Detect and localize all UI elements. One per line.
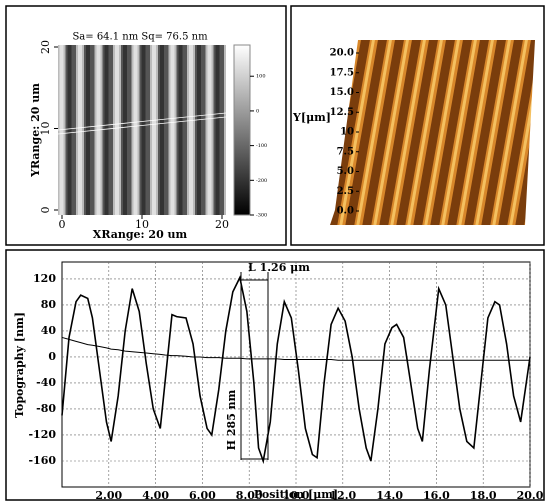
afm-image — [58, 45, 226, 215]
x-tick-label: 2.00 — [95, 489, 122, 502]
colorbar-tick-label: -300 — [256, 213, 267, 219]
annotation: L 1.26 μm — [248, 261, 310, 274]
colorbar-tick-label: -200 — [256, 178, 267, 184]
colorbar-tick-label: 100 — [256, 74, 266, 80]
x-tick-label: 0 — [59, 218, 66, 231]
series-line — [61, 336, 530, 361]
y-tick-label: 10 — [39, 122, 52, 136]
x-tick-label: 20 — [215, 218, 229, 231]
y-tick-label: -160 — [28, 454, 56, 467]
panel-frame — [5, 249, 545, 501]
y-tick-label: 40 — [41, 324, 57, 337]
colorbar-tick-label: 0 — [256, 108, 259, 114]
x-label: XRange: 20 um — [93, 228, 188, 241]
y-tick-label: 0 — [48, 350, 56, 363]
y-tick-label: 0.0 — [337, 206, 354, 217]
profile-line — [57, 112, 227, 135]
y-tick-label: 20 — [39, 40, 52, 54]
y-tick-label: 80 — [41, 298, 57, 311]
y-label: Topography [nm] — [13, 312, 26, 418]
x-label: Position [μm] — [254, 488, 338, 501]
y-tick-label: 5.0 — [337, 166, 354, 177]
y-tick-label: -120 — [28, 428, 56, 441]
x-tick-label: 8.00 — [236, 489, 263, 502]
x-tick-label: 12.0 — [329, 489, 356, 502]
y-tick-label: 120 — [33, 272, 56, 285]
y-tick-label: 0 — [39, 207, 52, 214]
x-tick-label: 4.00 — [142, 489, 169, 502]
x-tick-label: 16.0 — [423, 489, 450, 502]
y-tick-label: 7.5 — [337, 146, 354, 157]
y-tick-label: 12.5 — [330, 107, 354, 118]
y-tick-label: 2.5 — [337, 186, 354, 197]
title: Sa= 64.1 nm Sq= 76.5 nm — [72, 32, 208, 43]
y-tick-label: 15.0 — [330, 87, 354, 98]
x-tick-label: 10 — [135, 218, 149, 231]
annotation: H 285 nm — [225, 389, 238, 450]
y-label: YRange: 20 um — [29, 83, 42, 178]
y-tick-label: 20.0 — [330, 48, 354, 59]
x-tick-label: 14.0 — [376, 489, 403, 502]
colorbar — [233, 44, 251, 216]
x-tick-label: 20.0 — [517, 489, 544, 502]
panel-frame — [5, 5, 287, 246]
panel-frame — [290, 5, 545, 246]
y-tick-label: 17.5 — [330, 67, 354, 78]
x-tick-label: 18.0 — [470, 489, 497, 502]
y-label: Y[μm] — [292, 111, 331, 124]
x-tick-label: 6.00 — [189, 489, 216, 502]
surface-3d — [330, 40, 535, 225]
series-line — [61, 275, 531, 465]
y-tick-label: 10 — [340, 127, 354, 138]
y-tick-label: -80 — [36, 402, 56, 415]
colorbar-tick-label: -100 — [256, 143, 267, 149]
y-tick-label: -40 — [36, 376, 56, 389]
x-tick-label: 10.0 — [283, 489, 310, 502]
